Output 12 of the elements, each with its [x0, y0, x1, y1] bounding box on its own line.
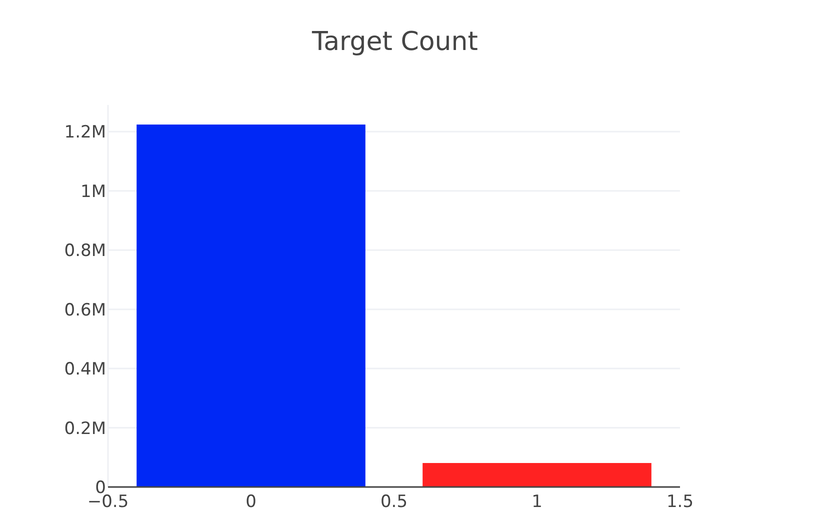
x-tick-label: 1.5 — [666, 492, 694, 512]
y-tick-label: 1M — [80, 182, 106, 202]
y-tick-label: 0.8M — [64, 241, 106, 262]
x-tick-label: 0 — [246, 492, 256, 512]
x-tick-label: 0.5 — [380, 492, 408, 512]
x-tick-label: 1 — [532, 492, 542, 512]
y-tick-label: 0.4M — [64, 360, 106, 380]
y-tick-label: 0.2M — [64, 418, 106, 439]
x-tick-label: −0.5 — [87, 492, 129, 512]
y-tick-label: 1.2M — [64, 122, 106, 143]
y-tick-label: 0.6M — [64, 300, 106, 320]
chart-title: Target Count — [311, 27, 478, 57]
